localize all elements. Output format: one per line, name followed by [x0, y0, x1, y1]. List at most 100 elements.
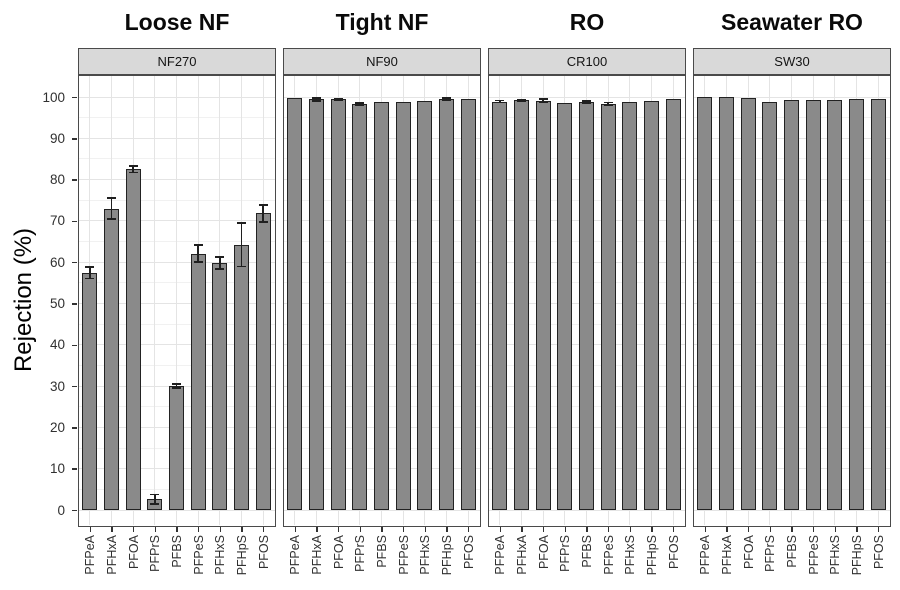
x-tick-label: PFBS — [785, 535, 799, 568]
x-tick-mark — [381, 527, 383, 532]
x-tick-label: PFOA — [741, 535, 756, 570]
gridline-vertical — [176, 76, 177, 525]
gridline-major — [694, 509, 890, 511]
bar-pfpes — [805, 100, 821, 510]
y-tick-mark — [72, 303, 77, 305]
bar-pfoa — [330, 99, 346, 510]
x-tick-mark — [446, 527, 448, 532]
gridline-minor — [79, 282, 275, 284]
gridline-minor — [79, 241, 275, 243]
y-tick-mark — [72, 96, 77, 99]
gridline-major — [489, 96, 685, 98]
y-axis: 0 10 20 30 40 50 60 70 80 90 100 — [0, 75, 78, 527]
error-bar-cap-bottom — [258, 221, 268, 223]
error-bar-line — [262, 204, 264, 223]
error-bar-cap-bottom — [237, 265, 246, 268]
x-tick-label: PFBS — [375, 535, 389, 568]
plot-area — [283, 75, 481, 527]
y-tick-label: 40 — [49, 337, 65, 353]
x-tick-label: PFPeA — [493, 535, 508, 575]
error-bar-cap-bottom — [172, 387, 181, 389]
y-tick-label: 30 — [49, 378, 65, 394]
error-bar-cap-top — [582, 100, 591, 102]
x-tick-mark — [629, 527, 631, 532]
bar-pfoa — [125, 169, 141, 510]
x-tick-mark — [198, 527, 200, 532]
x-tick-label: PFHxS — [213, 535, 228, 575]
facet-title: RO — [569, 8, 605, 35]
bar-pfbs — [784, 99, 799, 510]
x-tick-label: PFHxA — [720, 535, 734, 575]
bar-pfprs — [762, 101, 778, 510]
bar-pfhps — [644, 101, 659, 510]
x-tick-mark — [241, 527, 243, 532]
x-tick-mark — [791, 527, 793, 532]
y-tick-mark — [72, 468, 77, 470]
x-tick-mark — [673, 527, 675, 532]
bar-pfpea — [492, 101, 508, 510]
gridline-major — [284, 509, 480, 511]
error-bar-line — [154, 494, 156, 504]
error-bar-cap-top — [517, 98, 526, 101]
x-tick-mark — [878, 527, 880, 532]
gridline-minor — [79, 117, 275, 119]
error-bar-line — [499, 100, 501, 103]
error-bar-cap-top — [603, 101, 613, 104]
y-tick-label: 90 — [49, 130, 65, 146]
gridline-major — [79, 344, 275, 346]
error-bar-cap-bottom — [517, 100, 526, 102]
x-tick-mark — [586, 527, 588, 532]
error-bar-cap-top — [442, 97, 451, 99]
plot-area — [693, 75, 891, 527]
error-bar-cap-top — [172, 383, 181, 385]
x-tick-mark — [608, 527, 610, 532]
bar-pfhxs — [212, 263, 228, 510]
error-bar-line — [219, 257, 221, 269]
x-tick-mark — [154, 527, 156, 532]
facet-panel-tight-nf: Tight NF NF90 PFPeA PFHxA PFOA PFPrS PFBS PFP… — [283, 0, 481, 589]
y-tick-mark — [72, 385, 77, 388]
error-bar-cap-top — [333, 97, 343, 100]
y-tick-label: 20 — [49, 419, 65, 435]
strip-label: CR100 — [566, 54, 608, 69]
x-tick-mark — [403, 527, 405, 532]
error-bar-cap-top — [85, 266, 95, 268]
bar-pfoa — [535, 100, 551, 510]
x-tick-mark — [111, 527, 113, 532]
x-tick-mark — [543, 527, 545, 532]
x-tick-label: PFOA — [126, 535, 141, 570]
gridline-major — [79, 96, 275, 98]
x-tick-label: PFPrS — [148, 535, 163, 572]
y-tick-mark — [72, 509, 77, 512]
error-bar-cap-top — [237, 222, 246, 224]
x-tick-label: PFBS — [170, 535, 184, 568]
x-tick-mark — [499, 527, 501, 532]
gridline-major — [284, 96, 480, 98]
bar-pfos — [870, 99, 886, 510]
x-tick-label: PFPeS — [601, 535, 616, 575]
error-bar-line — [445, 98, 448, 101]
bar-pfhps — [439, 99, 454, 510]
gridline-minor — [79, 323, 275, 325]
y-tick-label: 70 — [49, 213, 65, 229]
error-bar-cap-top — [538, 98, 548, 100]
facet-strip: CR100 — [488, 48, 686, 75]
x-tick-label: PFPeA — [698, 535, 713, 575]
error-bar-line — [585, 101, 588, 103]
y-tick-label: 10 — [49, 461, 65, 477]
bar-pfhxa — [719, 97, 734, 510]
error-bar-line — [607, 102, 609, 105]
error-bar-cap-bottom — [495, 101, 505, 104]
x-tick-label: PFPrS — [353, 535, 368, 572]
x-tick-mark — [521, 527, 523, 532]
error-bar-cap-top — [312, 97, 321, 99]
error-bar-line — [542, 99, 544, 103]
x-tick-mark — [316, 527, 318, 532]
x-tick-label: PFHxA — [105, 535, 119, 575]
x-tick-label: PFPrS — [763, 535, 778, 572]
gridline-major — [79, 179, 275, 181]
y-tick-label: 100 — [42, 89, 65, 105]
error-bar-cap-bottom — [312, 100, 321, 102]
x-tick-label: PFOS — [461, 535, 476, 570]
